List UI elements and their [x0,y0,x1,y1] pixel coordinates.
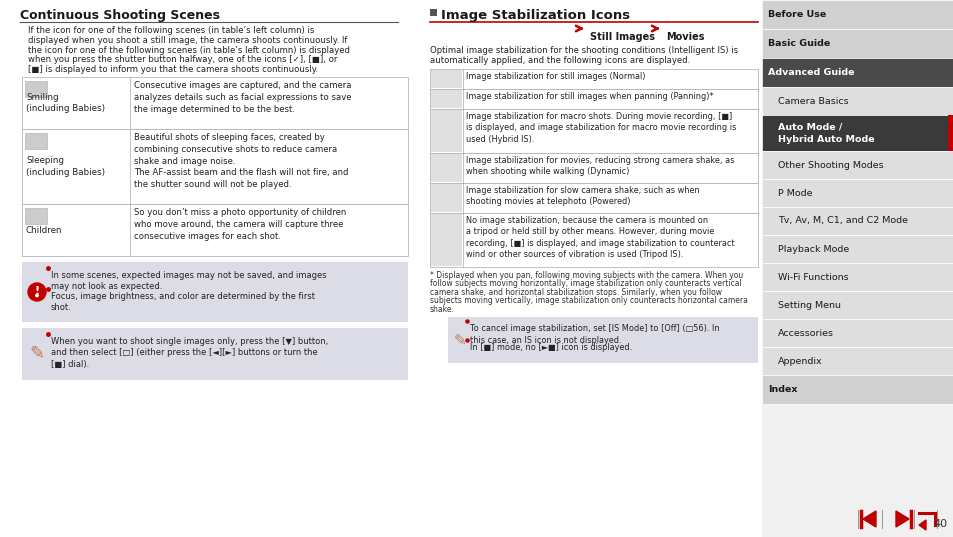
Text: Advanced Guide: Advanced Guide [767,68,854,77]
Bar [430,9,436,16]
Text: ✎: ✎ [453,332,466,347]
Text: !: ! [34,286,39,295]
Bar [431,70,461,88]
Bar [761,29,953,58]
Polygon shape [918,520,925,530]
Text: when you press the shutter button halfway, one of the icons [✓], [■], or: when you press the shutter button halfwa… [28,55,337,64]
Text: Index: Index [767,385,797,394]
Text: Children: Children [26,226,63,235]
Text: Before Use: Before Use [767,10,825,19]
Text: [■] is displayed to inform you that the camera shoots continuously.: [■] is displayed to inform you that the … [28,65,317,74]
Bar [430,153,758,183]
Bar [25,208,47,224]
Text: ✎: ✎ [30,345,45,363]
Text: Focus, image brightness, and color are determined by the first
shot.: Focus, image brightness, and color are d… [51,292,314,313]
Text: Image stabilization for macro shots. During movie recording, [■]
is displayed, a: Image stabilization for macro shots. Dur… [465,112,736,143]
Text: Image stabilization for movies, reducing strong camera shake, as
when shooting w: Image stabilization for movies, reducing… [465,156,734,176]
Text: Sleeping
(including Babies): Sleeping (including Babies) [26,156,105,177]
Text: the icon for one of the following scenes (in table’s left column) is displayed: the icon for one of the following scenes… [28,46,350,55]
Text: Image stabilization for still images when panning (Panning)*: Image stabilization for still images whe… [465,92,713,100]
Bar [761,291,953,319]
Circle shape [36,294,38,297]
Text: subjects moving vertically, image stabilization only counteracts horizontal came: subjects moving vertically, image stabil… [430,296,747,305]
Text: Basic Guide: Basic Guide [767,39,829,48]
Text: If the icon for one of the following scenes (in table’s left column) is: If the icon for one of the following sce… [28,26,314,35]
Bar [25,81,47,97]
Bar [431,184,461,212]
Bar [22,129,408,204]
Text: camera shake, and horizontal stabilization stops. Similarly, when you follow: camera shake, and horizontal stabilizati… [430,288,721,296]
Text: Other Shooting Modes: Other Shooting Modes [778,161,882,170]
Text: automatically applied, and the following icons are displayed.: automatically applied, and the following… [430,56,690,65]
Bar [431,110,461,151]
Text: Playback Mode: Playback Mode [778,244,848,253]
Text: 40: 40 [933,519,947,529]
Text: To cancel image stabilization, set [IS Mode] to [Off] (□56). In
this case, an IS: To cancel image stabilization, set [IS M… [470,324,719,345]
Bar [22,77,408,129]
Bar [761,179,953,207]
Text: No image stabilization, because the camera is mounted on
a tripod or held still : No image stabilization, because the came… [465,215,734,259]
Text: Setting Menu: Setting Menu [778,301,841,309]
Bar [22,262,408,322]
Text: Smiling
(including Babies): Smiling (including Babies) [26,92,105,113]
Text: Accessories: Accessories [778,329,833,337]
Bar [25,133,47,149]
Text: shake.: shake. [430,304,455,314]
Bar [761,207,953,235]
Text: So you don’t miss a photo opportunity of children
who move around, the camera wi: So you don’t miss a photo opportunity of… [133,208,346,241]
Bar [761,87,953,115]
Text: Still Images: Still Images [589,32,655,41]
Bar [947,115,953,151]
Text: Image Stabilization Icons: Image Stabilization Icons [440,9,630,22]
Text: Auto Mode /: Auto Mode / [778,122,841,132]
Text: Movies: Movies [665,32,703,41]
Polygon shape [895,511,908,527]
Bar [0,0,761,537]
Text: Beautiful shots of sleeping faces, created by
combining consecutive shots to red: Beautiful shots of sleeping faces, creat… [133,133,348,189]
Bar [448,317,758,363]
Bar [431,214,461,266]
Bar [22,204,408,256]
Bar [761,58,953,87]
Text: * Displayed when you pan, following moving subjects with the camera. When you: * Displayed when you pan, following movi… [430,271,742,280]
Bar [430,108,758,153]
Bar [761,235,953,263]
Text: Hybrid Auto Mode: Hybrid Auto Mode [778,134,874,143]
Bar [430,69,758,89]
Bar [431,90,461,107]
Text: When you want to shoot single images only, press the [▼] button,
and then select: When you want to shoot single images onl… [51,337,328,369]
Text: Optimal image stabilization for the shooting conditions (Intelligent IS) is: Optimal image stabilization for the shoo… [430,46,738,55]
Text: In [■] mode, no [►■] icon is displayed.: In [■] mode, no [►■] icon is displayed. [470,343,632,352]
Text: Appendix: Appendix [778,357,821,366]
Text: Continuous Shooting Scenes: Continuous Shooting Scenes [20,9,220,22]
Text: Tv, Av, M, C1, and C2 Mode: Tv, Av, M, C1, and C2 Mode [778,216,907,226]
Text: Wi-Fi Functions: Wi-Fi Functions [778,272,848,281]
Bar [761,0,953,29]
Text: P Mode: P Mode [778,188,812,198]
Bar [430,183,758,213]
Bar [761,263,953,291]
Text: Camera Basics: Camera Basics [778,97,848,105]
Bar [761,115,953,151]
Text: follow subjects moving horizontally, image stabilization only counteracts vertic: follow subjects moving horizontally, ima… [430,279,741,288]
Bar [761,347,953,375]
Bar [22,328,408,380]
Text: Consecutive images are captured, and the camera
analyzes details such as facial : Consecutive images are captured, and the… [133,81,351,114]
Bar [431,154,461,182]
Bar [761,151,953,179]
Text: Image stabilization for still images (Normal): Image stabilization for still images (No… [465,71,645,81]
Bar [761,319,953,347]
Polygon shape [862,511,875,527]
Text: In some scenes, expected images may not be saved, and images
may not look as exp: In some scenes, expected images may not … [51,271,326,292]
Text: Image stabilization for slow camera shake, such as when
shooting movies at telep: Image stabilization for slow camera shak… [465,186,699,206]
Bar [430,213,758,266]
Bar [430,89,758,108]
Bar [761,375,953,404]
Text: displayed when you shoot a still image, the camera shoots continuously. If: displayed when you shoot a still image, … [28,36,347,45]
Circle shape [28,283,46,301]
